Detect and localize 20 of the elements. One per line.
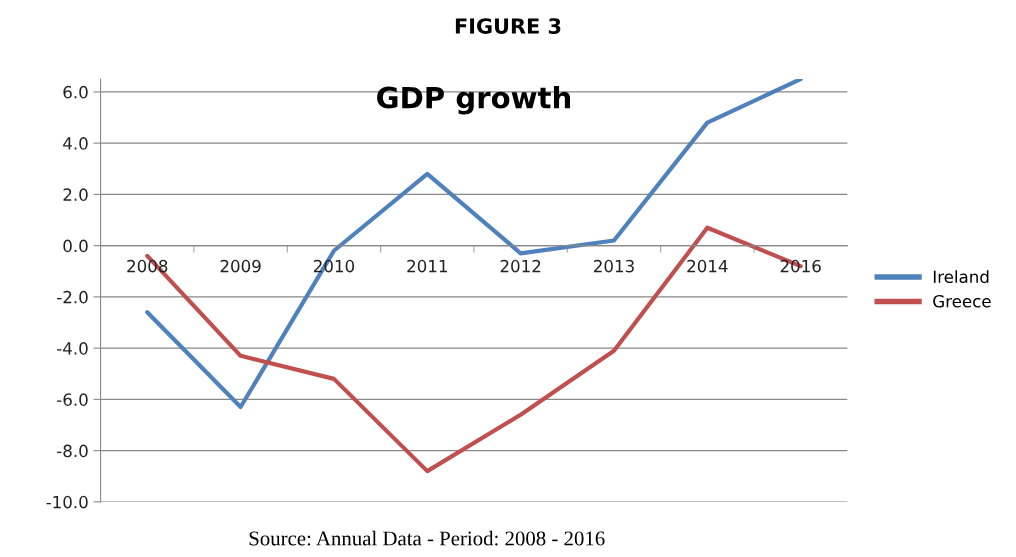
y-tick-label: -8.0 [57,444,88,458]
legend-label: Greece [933,294,991,308]
x-tick-label: 2013 [593,259,634,273]
x-tick-label: 2011 [407,259,447,273]
chart-subtitle: GDP growth [377,86,570,115]
legend-label: Ireland [933,270,989,284]
y-tick-label: 2.0 [63,188,88,201]
chart-title: FIGURE 3 [455,18,561,34]
y-tick-label: -10.0 [46,495,88,509]
y-tick-label: -2.0 [57,290,88,304]
y-tick-label: 6.0 [63,85,88,99]
y-tick-label: -6.0 [57,393,88,406]
y-tick-label: 0.0 [63,239,88,253]
y-tick-label: -4.0 [57,342,88,355]
x-tick-label: 2012 [500,259,541,273]
x-tick-label: 2016 [780,259,821,273]
y-tick-label: 4.0 [63,137,88,150]
x-tick-label: 2014 [687,259,728,273]
x-tick-label: 2009 [220,259,261,273]
source-note: Source: Annual Data - Period: 2008 - 2016 [249,530,605,546]
